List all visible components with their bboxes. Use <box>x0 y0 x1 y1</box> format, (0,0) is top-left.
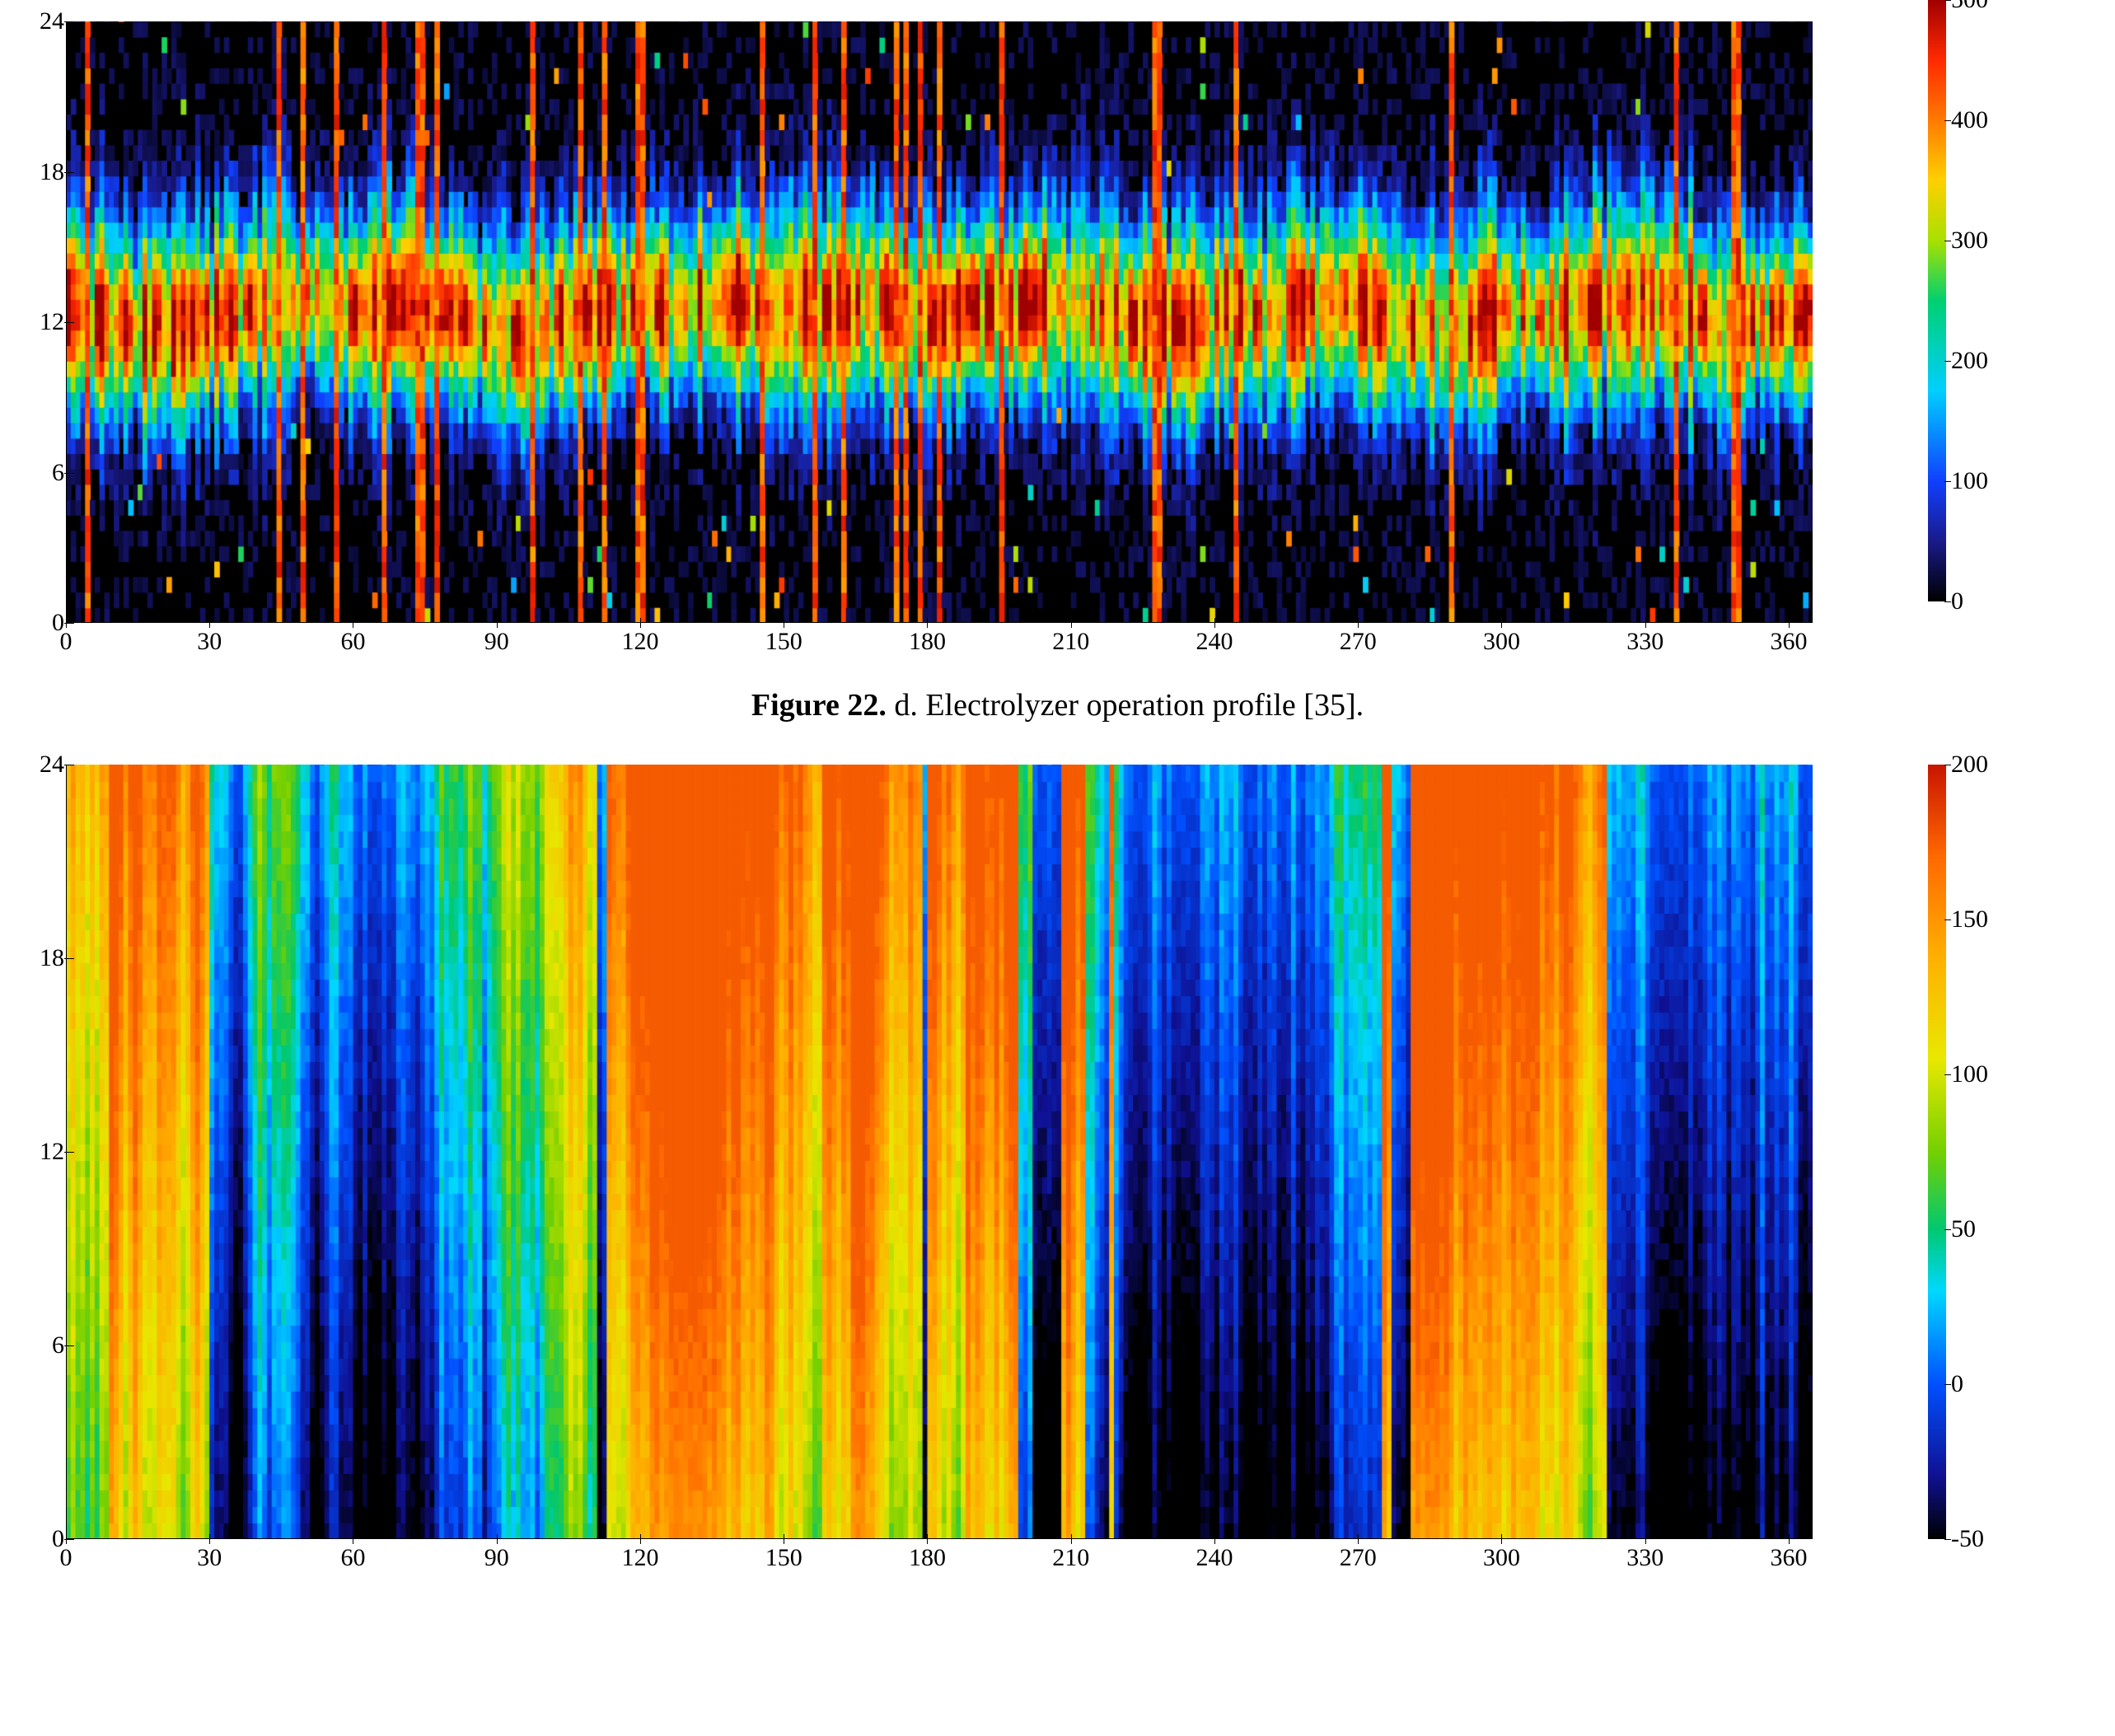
y-tick-label: 24 <box>40 751 64 779</box>
x-tick-label: 30 <box>197 1544 222 1572</box>
x-tick-label: 330 <box>1626 1544 1663 1572</box>
y-axis-ticks-1: 06121824 <box>15 21 64 623</box>
x-tick-label: 360 <box>1770 1544 1807 1572</box>
x-tick-label: 120 <box>621 1544 658 1572</box>
x-tick-label: 240 <box>1196 1544 1233 1572</box>
colorbar-tick-label: 200 <box>1951 751 1988 779</box>
colorbar-tick-label: 500 <box>1951 0 1988 14</box>
x-axis-ticks-2: 0306090120150180210240270300330360 <box>66 1544 1813 1577</box>
x-tick-label: 150 <box>765 628 802 656</box>
colorbar-tick-label: 400 <box>1951 106 1988 134</box>
x-tick-label: 150 <box>765 1544 802 1572</box>
x-axis-ticks-1: 0306090120150180210240270300330360 <box>66 628 1813 661</box>
x-tick-label: 210 <box>1052 1544 1089 1572</box>
x-tick-label: 60 <box>340 1544 365 1572</box>
colorbar-tick-label: 100 <box>1951 1060 1988 1088</box>
colorbar-2: -50050100150200 <box>1928 765 1946 1539</box>
colorbar-tick-label: -50 <box>1951 1525 1984 1553</box>
heatmap-canvas-2 <box>66 765 1813 1539</box>
y-tick-label: 18 <box>40 944 64 972</box>
x-tick-label: 270 <box>1340 628 1377 656</box>
y-tick-label: 6 <box>52 459 64 487</box>
y-tick-label: 12 <box>40 308 64 336</box>
x-tick-label: 360 <box>1770 628 1807 656</box>
x-tick-label: 0 <box>60 628 73 656</box>
x-tick-label: 210 <box>1052 628 1089 656</box>
y-tick-label: 18 <box>40 158 64 186</box>
colorbar-tick-label: 100 <box>1951 467 1988 495</box>
secondary-heatmap-plot: 06121824 0306090120150180210240270300330… <box>66 765 1813 1539</box>
x-tick-label: 0 <box>60 1544 73 1572</box>
y-axis-ticks-2: 06121824 <box>15 765 64 1539</box>
x-tick-label: 300 <box>1483 628 1520 656</box>
x-tick-label: 90 <box>484 628 509 656</box>
colorbar-1: 0100200300400500 <box>1928 0 1946 601</box>
y-tick-label: 24 <box>40 7 64 35</box>
colorbar-tick-label: 0 <box>1951 587 1963 615</box>
electrolyzer-heatmap-plot: 06121824 0306090120150180210240270300330… <box>66 21 1813 623</box>
heatmap-canvas-1 <box>66 21 1813 623</box>
x-tick-label: 60 <box>340 628 365 656</box>
colorbar-tick-label: 50 <box>1951 1215 1976 1243</box>
x-tick-label: 300 <box>1483 1544 1520 1572</box>
caption-text: d. Electrolyzer operation profile [35]. <box>887 688 1364 723</box>
colorbar-ticks-2: -50050100150200 <box>1951 765 2017 1539</box>
x-tick-label: 270 <box>1340 1544 1377 1572</box>
x-tick-label: 90 <box>484 1544 509 1572</box>
colorbar-tick-label: 150 <box>1951 905 1988 934</box>
x-tick-label: 330 <box>1626 628 1663 656</box>
y-tick-label: 12 <box>40 1138 64 1166</box>
x-tick-label: 240 <box>1196 628 1233 656</box>
x-tick-label: 120 <box>621 628 658 656</box>
colorbar-ticks-1: 0100200300400500 <box>1951 0 2017 601</box>
x-tick-label: 180 <box>909 628 946 656</box>
colorbar-tick-label: 300 <box>1951 227 1988 255</box>
x-tick-label: 180 <box>909 1544 946 1572</box>
colorbar-tick-label: 200 <box>1951 347 1988 375</box>
caption-label: Figure 22. <box>751 688 887 723</box>
figure-caption: Figure 22. d. Electrolyzer operation pro… <box>0 687 2115 723</box>
colorbar-tick-label: 0 <box>1951 1370 1963 1398</box>
y-tick-label: 6 <box>52 1331 64 1359</box>
x-tick-label: 30 <box>197 628 222 656</box>
